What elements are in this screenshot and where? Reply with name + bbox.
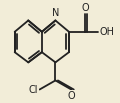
Text: N: N [52, 8, 59, 18]
Text: OH: OH [100, 27, 115, 37]
Text: O: O [81, 3, 89, 13]
Text: O: O [67, 91, 75, 101]
Text: Cl: Cl [29, 84, 38, 94]
